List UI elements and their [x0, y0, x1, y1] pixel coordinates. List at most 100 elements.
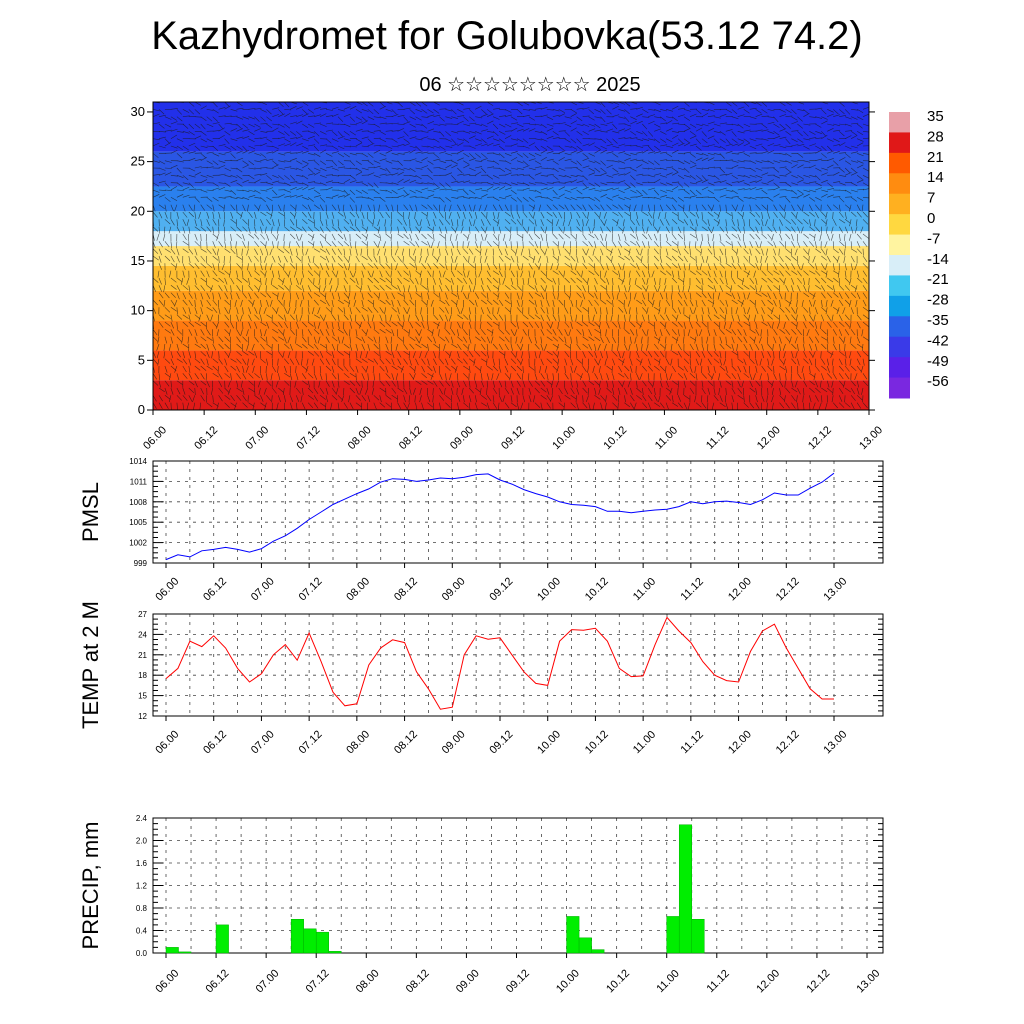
wind-barb [193, 402, 196, 410]
wind-barb [707, 351, 713, 357]
wind-barb [839, 219, 846, 224]
wind-barb [492, 197, 500, 201]
wind-barb [415, 138, 423, 141]
wind-barb [487, 166, 495, 169]
wind-barb [630, 336, 632, 344]
wind-barb [803, 109, 809, 115]
wind-barb [307, 292, 313, 299]
wind-barb [528, 395, 532, 403]
wind-barb [218, 336, 224, 343]
wind-barb [367, 211, 369, 220]
wind-barb [791, 182, 799, 186]
wind-barb [221, 263, 225, 271]
wind-barb [289, 321, 292, 330]
wind-barb [618, 365, 623, 373]
wind-barb [353, 299, 357, 307]
wind-barb [365, 387, 369, 395]
wind-barb [557, 307, 559, 315]
wind-barb [325, 226, 331, 233]
wind-barb [439, 151, 447, 154]
wind-barb [712, 233, 715, 241]
wind-barb [348, 299, 351, 307]
wind-barb [743, 321, 750, 326]
wind-barb [254, 270, 260, 276]
wind-barb [427, 138, 435, 140]
wind-barb [407, 285, 410, 293]
wind-barb [463, 153, 470, 158]
wind-barb [558, 329, 563, 336]
wind-barb [839, 175, 847, 177]
wind-barb [319, 167, 327, 172]
wind-barb [432, 248, 434, 256]
wind-barb [248, 285, 254, 291]
wind-barb [504, 211, 511, 217]
wind-barb [325, 365, 332, 372]
wind-barb [510, 365, 517, 372]
wind-barb [278, 277, 284, 283]
wind-barb [451, 226, 456, 233]
wind-barb [588, 321, 595, 327]
wind-barb [228, 307, 231, 315]
wind-barb [520, 402, 524, 410]
wind-barb [725, 263, 732, 268]
wind-barb [486, 343, 489, 352]
wind-barb [337, 153, 345, 158]
wind-barb [272, 149, 279, 154]
wind-barb [850, 365, 857, 372]
wind-barb [188, 307, 191, 315]
wind-barb [367, 182, 374, 188]
wind-barb [468, 109, 475, 115]
wind-barb [331, 131, 338, 137]
wind-barb [307, 263, 312, 270]
wind-barb [599, 314, 601, 322]
wind-barb [278, 182, 286, 184]
wind-barb [408, 329, 410, 337]
wind-barb [833, 102, 834, 103]
wind-barb [586, 395, 589, 402]
wind-barb [325, 255, 330, 263]
wind-barb [361, 120, 369, 125]
wind-barb [385, 263, 391, 269]
wind-barb [433, 233, 435, 242]
wind-barb [838, 380, 844, 387]
wind-barb [343, 351, 350, 356]
wind-barb [433, 138, 440, 143]
wind-barb [773, 160, 781, 164]
wind-barb [815, 395, 819, 402]
wind-barb [671, 351, 679, 356]
wind-barb [618, 255, 625, 260]
wind-barb [403, 226, 408, 234]
wind-barb [819, 233, 822, 241]
wind-barb [845, 123, 852, 127]
wind-barb [492, 365, 499, 372]
wind-barb [373, 263, 379, 270]
wind-barb [606, 307, 608, 315]
wind-barb [367, 307, 373, 313]
wind-barb [443, 204, 446, 212]
wind-barb [683, 128, 691, 132]
wind-barb [153, 248, 159, 254]
wind-barb [260, 116, 266, 122]
wind-barb [743, 167, 751, 169]
wind-barb [748, 314, 750, 322]
wind-barb [618, 351, 621, 359]
wind-barb [838, 248, 844, 255]
wind-barb [771, 402, 774, 410]
wind-barb [373, 329, 380, 334]
wind-barb [642, 402, 648, 409]
wind-barb [468, 248, 474, 255]
wind-barb [522, 365, 524, 374]
wind-barb [260, 270, 266, 276]
wind-barb [463, 263, 465, 271]
wind-barb [266, 116, 272, 122]
wind-barb [409, 292, 412, 300]
wind-barb [815, 197, 822, 201]
wind-barb [355, 171, 363, 176]
wind-barb [707, 211, 714, 217]
wind-barb [391, 387, 397, 394]
wind-barb [182, 175, 189, 181]
wind-barb [170, 380, 172, 388]
wind-barb [552, 329, 557, 336]
wind-barb [176, 321, 178, 330]
wind-barb [562, 219, 565, 227]
